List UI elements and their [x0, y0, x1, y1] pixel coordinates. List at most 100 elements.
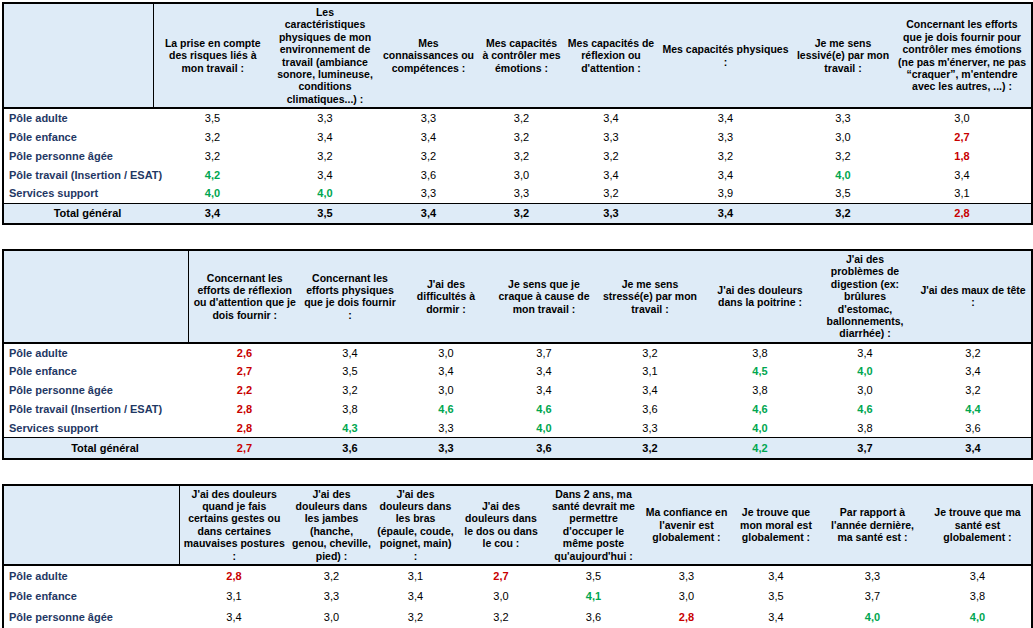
value-cell[interactable]: 2,8 — [642, 607, 731, 628]
column-header[interactable]: Je me sens lessivé(e) par mon travail : — [793, 3, 893, 108]
column-header[interactable]: Mes capacités à contrôler mes émotions : — [479, 3, 564, 108]
value-cell[interactable]: 3,4 — [564, 108, 658, 127]
value-cell[interactable]: 3,3 — [479, 184, 564, 203]
total-row-label[interactable]: Total général — [3, 438, 188, 459]
total-value-cell[interactable]: 3,4 — [153, 203, 272, 224]
value-cell[interactable]: 4,0 — [493, 419, 595, 438]
value-cell[interactable]: 3,2 — [479, 127, 564, 146]
value-cell[interactable]: 3,3 — [399, 419, 493, 438]
row-label[interactable]: Pôle adulte — [3, 565, 179, 586]
value-cell[interactable]: 3,4 — [564, 165, 658, 184]
value-cell[interactable]: 3,4 — [272, 165, 378, 184]
value-cell[interactable]: 3,2 — [272, 146, 378, 165]
value-cell[interactable]: 3,3 — [658, 127, 793, 146]
total-row-label[interactable]: Total général — [3, 203, 153, 224]
value-cell[interactable]: 3,8 — [924, 586, 1032, 607]
value-cell[interactable]: 3,5 — [301, 362, 399, 381]
value-cell[interactable]: 3,5 — [731, 586, 821, 607]
value-cell[interactable]: 3,8 — [815, 419, 915, 438]
value-cell[interactable]: 3,2 — [457, 607, 545, 628]
row-label[interactable]: Pôle personne âgée — [3, 146, 153, 165]
value-cell[interactable]: 2,7 — [188, 362, 301, 381]
value-cell[interactable]: 3,0 — [479, 165, 564, 184]
column-header[interactable]: Mes connaissances ou compétences : — [378, 3, 479, 108]
value-cell[interactable]: 3,2 — [915, 343, 1032, 362]
row-label[interactable]: Pôle travail (Insertion / ESAT) — [3, 165, 153, 184]
value-cell[interactable]: 3,3 — [378, 184, 479, 203]
value-cell[interactable]: 3,3 — [793, 108, 893, 127]
value-cell[interactable]: 3,3 — [642, 565, 731, 586]
value-cell[interactable]: 3,2 — [915, 381, 1032, 400]
value-cell[interactable]: 3,2 — [301, 381, 399, 400]
value-cell[interactable]: 4,0 — [815, 362, 915, 381]
value-cell[interactable]: 3,2 — [479, 108, 564, 127]
value-cell[interactable]: 4,0 — [153, 184, 272, 203]
value-cell[interactable]: 3,0 — [893, 108, 1032, 127]
value-cell[interactable]: 3,2 — [564, 146, 658, 165]
value-cell[interactable]: 4,5 — [705, 362, 815, 381]
value-cell[interactable]: 2,8 — [179, 565, 289, 586]
value-cell[interactable]: 2,8 — [188, 419, 301, 438]
column-header[interactable]: Par rapport à l'année dernière, ma santé… — [821, 485, 924, 565]
total-value-cell[interactable]: 3,7 — [815, 438, 915, 459]
row-labels-corner-cell[interactable] — [3, 485, 179, 565]
value-cell[interactable]: 3,6 — [378, 165, 479, 184]
value-cell[interactable]: 3,0 — [815, 381, 915, 400]
value-cell[interactable]: 3,8 — [705, 343, 815, 362]
value-cell[interactable]: 2,2 — [188, 381, 301, 400]
value-cell[interactable]: 3,9 — [658, 184, 793, 203]
value-cell[interactable]: 3,4 — [815, 343, 915, 362]
value-cell[interactable]: 3,2 — [479, 146, 564, 165]
value-cell[interactable]: 3,0 — [399, 343, 493, 362]
value-cell[interactable]: 3,5 — [545, 565, 642, 586]
value-cell[interactable]: 4,6 — [705, 400, 815, 419]
value-cell[interactable]: 4,3 — [301, 419, 399, 438]
value-cell[interactable]: 3,4 — [915, 362, 1032, 381]
column-header[interactable]: J'ai des douleurs dans les jambes (hanch… — [289, 485, 374, 565]
value-cell[interactable]: 3,1 — [374, 565, 457, 586]
value-cell[interactable]: 3,0 — [457, 586, 545, 607]
column-header[interactable]: Je me sens stressé(e) par mon travail : — [595, 250, 705, 343]
value-cell[interactable]: 3,3 — [821, 565, 924, 586]
total-value-cell[interactable]: 3,4 — [658, 203, 793, 224]
total-value-cell[interactable]: 3,4 — [378, 203, 479, 224]
row-label[interactable]: Pôle personne âgée — [3, 607, 179, 628]
value-cell[interactable]: 3,2 — [378, 146, 479, 165]
column-header[interactable]: Dans 2 ans, ma santé devrait me permettr… — [545, 485, 642, 565]
row-label[interactable]: Pôle personne âgée — [3, 381, 188, 400]
value-cell[interactable]: 2,7 — [893, 127, 1032, 146]
value-cell[interactable]: 4,0 — [793, 165, 893, 184]
column-header[interactable]: Concernant les efforts physiques que je … — [301, 250, 399, 343]
value-cell[interactable]: 3,2 — [793, 146, 893, 165]
value-cell[interactable]: 3,0 — [793, 127, 893, 146]
value-cell[interactable]: 3,3 — [378, 108, 479, 127]
column-header[interactable]: Je trouve que mon moral est globalement … — [731, 485, 821, 565]
value-cell[interactable]: 3,4 — [378, 127, 479, 146]
value-cell[interactable]: 3,7 — [493, 343, 595, 362]
value-cell[interactable]: 3,4 — [658, 108, 793, 127]
value-cell[interactable]: 4,6 — [815, 400, 915, 419]
value-cell[interactable]: 3,2 — [595, 343, 705, 362]
value-cell[interactable]: 3,4 — [731, 565, 821, 586]
value-cell[interactable]: 3,3 — [564, 127, 658, 146]
total-value-cell[interactable]: 4,2 — [705, 438, 815, 459]
value-cell[interactable]: 3,0 — [289, 607, 374, 628]
column-header[interactable]: J'ai des difficultés à dormir : — [399, 250, 493, 343]
value-cell[interactable]: 3,8 — [705, 381, 815, 400]
value-cell[interactable]: 3,4 — [179, 607, 289, 628]
row-label[interactable]: Pôle enfance — [3, 586, 179, 607]
value-cell[interactable]: 4,0 — [821, 607, 924, 628]
column-header[interactable]: Je sens que je craque à cause de mon tra… — [493, 250, 595, 343]
value-cell[interactable]: 3,2 — [289, 565, 374, 586]
value-cell[interactable]: 3,4 — [893, 165, 1032, 184]
value-cell[interactable]: 2,7 — [457, 565, 545, 586]
value-cell[interactable]: 2,6 — [188, 343, 301, 362]
total-value-cell[interactable]: 3,6 — [493, 438, 595, 459]
total-value-cell[interactable]: 2,8 — [893, 203, 1032, 224]
column-header[interactable]: J'ai des problèmes de digestion (ex: brû… — [815, 250, 915, 343]
value-cell[interactable]: 2,8 — [188, 400, 301, 419]
value-cell[interactable]: 3,2 — [564, 184, 658, 203]
column-header[interactable]: Les caractéristiques physiques de mon en… — [272, 3, 378, 108]
column-header[interactable]: J'ai des douleurs dans la poitrine : — [705, 250, 815, 343]
value-cell[interactable]: 3,4 — [493, 362, 595, 381]
